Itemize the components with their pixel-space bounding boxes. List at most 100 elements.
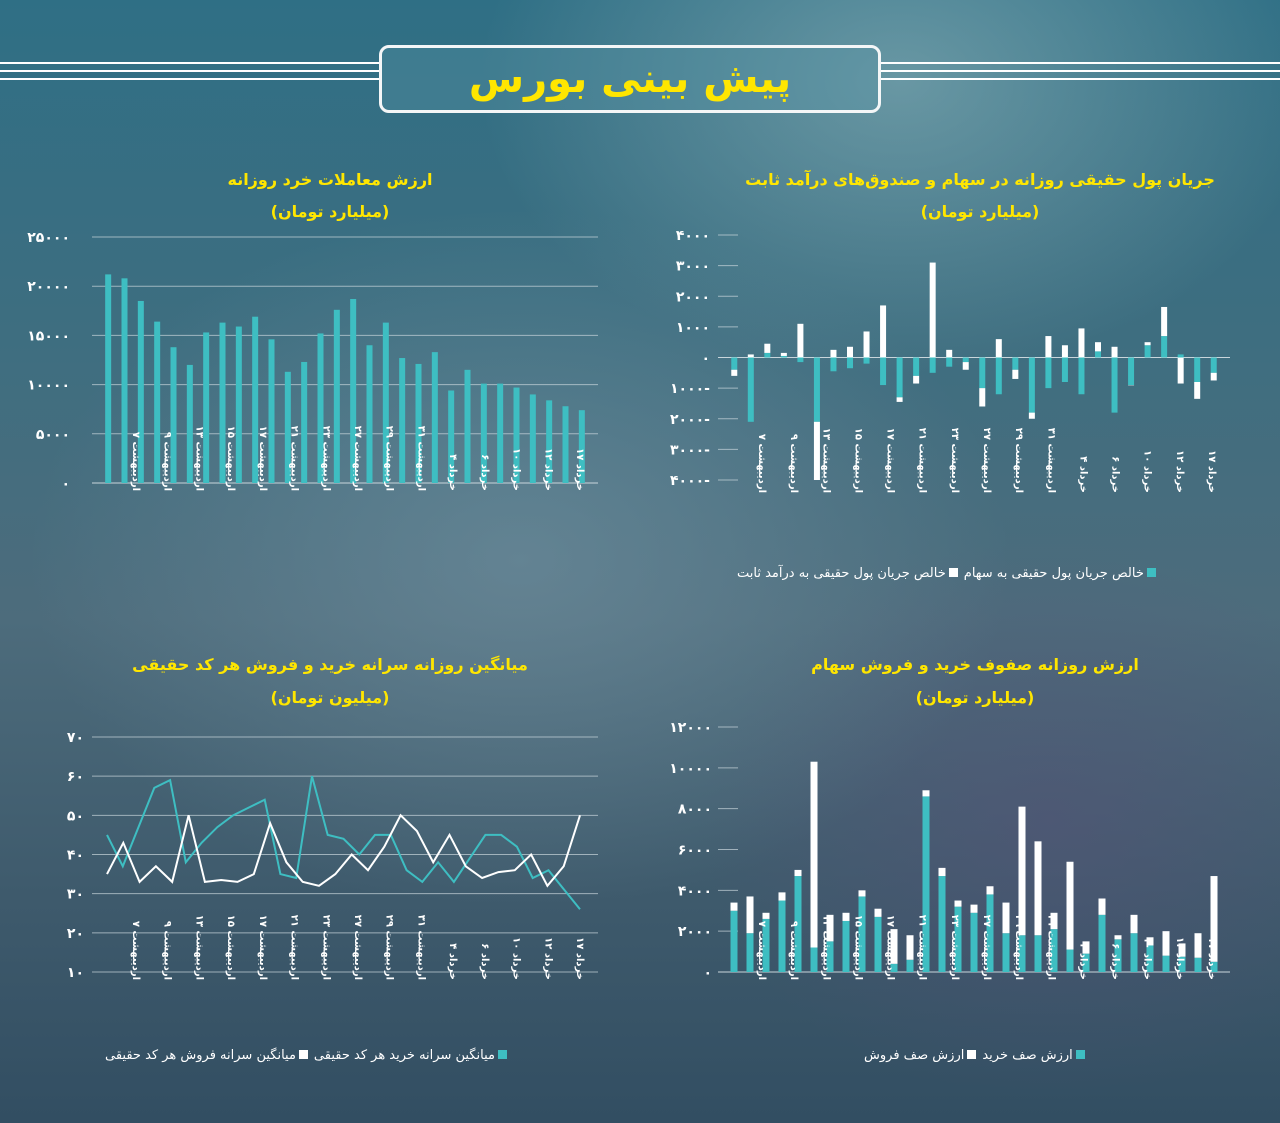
bar-sell-queue	[954, 900, 962, 907]
x-tick-label: اردیبهشت ۲۹	[1013, 428, 1024, 493]
header-stripe	[0, 62, 379, 64]
x-tick-label: اردیبهشت ۱۷	[257, 426, 268, 491]
x-tick-label: اردیبهشت ۹	[162, 921, 173, 980]
legend-queues: ارزش صف خرید ارزش صف فروش	[864, 1048, 1085, 1063]
bar-sell-queue	[874, 908, 882, 917]
bar-retail	[170, 347, 177, 483]
legend-item-sell-queue: ارزش صف فروش	[864, 1048, 977, 1063]
bar-retail	[235, 326, 242, 483]
y-tick-label: ۲۰۰۰-	[670, 412, 710, 428]
bar-sell-queue	[938, 867, 946, 877]
y-tick-label: ۱۰	[67, 965, 84, 981]
bar-buy-queue	[1018, 935, 1026, 972]
bar-buy-queue	[1066, 949, 1074, 972]
bar-buy-queue	[842, 920, 850, 972]
page-title-box: پیش بینی بورس	[379, 45, 881, 113]
bar-sell-queue	[1210, 876, 1218, 962]
bar-retail	[268, 339, 275, 483]
line-buy	[106, 775, 581, 910]
bar-retail	[562, 406, 569, 483]
bar-sell-queue	[762, 912, 770, 919]
bar-sell-queue	[906, 935, 914, 960]
bar-retail	[399, 358, 406, 483]
x-tick-label: اردیبهشت ۲۷	[981, 915, 992, 980]
bar-buy-queue	[970, 912, 978, 972]
header-stripe	[881, 78, 1280, 80]
bar-sell-queue	[730, 902, 738, 911]
x-tick-label: اردیبهشت ۷	[756, 434, 767, 493]
x-tick-label: اردیبهشت ۳۱	[1045, 915, 1056, 980]
x-tick-label: خرداد ۱۷	[1206, 450, 1217, 493]
bar-fixed-income	[929, 262, 936, 358]
x-tick-label: اردیبهشت ۳۱	[1045, 428, 1056, 493]
bar-fixed-income	[913, 375, 920, 384]
y-tick-label: ۱۰۰۰۰	[669, 761, 712, 777]
bar-fixed-income	[1177, 357, 1184, 384]
bar-retail	[480, 383, 487, 483]
chart-title-realmoney: جریان پول حقیقی روزانه در سهام و صندوق‌ه…	[745, 170, 1215, 189]
bar-fixed-income	[1161, 306, 1168, 337]
x-tick-label: اردیبهشت ۳۱	[415, 426, 426, 491]
x-tick-label: اردیبهشت ۱۵	[225, 915, 236, 980]
bar-sell-queue	[826, 914, 834, 942]
x-tick-label: اردیبهشت ۲۱	[917, 915, 928, 980]
bar-retail	[578, 410, 585, 483]
chart-queues: ۱۲۰۰۰ ۱۰۰۰۰ ۸۰۰۰ ۶۰۰۰ ۴۰۰۰ ۲۰۰۰ ۰ اردیبهشت ۷ ارد…	[669, 720, 1230, 981]
y-tick-label: ۷۰	[67, 730, 84, 746]
x-tick-label: اردیبهشت ۱۵	[852, 915, 863, 980]
bar-fixed-income	[1111, 346, 1118, 358]
bar-buy-queue	[1034, 935, 1042, 972]
bar-buy-queue	[890, 963, 898, 972]
bar-sell-queue	[1034, 841, 1042, 936]
bar-stock	[880, 357, 887, 386]
bar-retail	[105, 274, 112, 483]
x-tick-label: خرداد ۱۰	[511, 937, 522, 980]
bar-retail	[203, 332, 210, 483]
x-tick-label: اردیبهشت ۲۳	[320, 915, 331, 980]
bar-stock	[747, 357, 754, 422]
x-tick-label: اردیبهشت ۳۱	[415, 915, 426, 980]
x-tick-label: خرداد ۱۲	[542, 448, 553, 491]
y-tick-label: ۳۰۰۰	[676, 259, 710, 275]
bar-buy-queue	[1194, 957, 1202, 972]
bar-stock	[979, 357, 986, 389]
bar-retail	[431, 352, 438, 483]
bar-retail	[497, 383, 504, 483]
bar-sell-queue	[1018, 806, 1026, 936]
x-tick-label: اردیبهشت ۱۳	[820, 428, 831, 493]
bar-fixed-income	[863, 331, 870, 358]
x-tick-label: اردیبهشت ۱۷	[257, 915, 268, 980]
bar-buy-queue	[986, 894, 994, 972]
legend-realmoney: خالص جریان پول حقیقی به سهام خالص جریان …	[737, 566, 1156, 581]
page-title: پیش بینی بورس	[468, 56, 792, 102]
bar-retail	[121, 278, 128, 483]
bar-fixed-income	[979, 388, 986, 407]
y-tick-label: ۲۰۰۰	[676, 289, 710, 305]
y-tick-label: ۲۵۰۰۰	[27, 230, 70, 246]
bar-sell-queue	[986, 886, 994, 895]
line-sell	[106, 813, 581, 888]
legend-item-stock: خالص جریان پول حقیقی به سهام	[964, 566, 1156, 581]
bar-retail	[284, 371, 291, 483]
bar-fixed-income	[813, 421, 820, 480]
bar-sell-queue	[778, 892, 786, 901]
bar-sell-queue	[858, 890, 866, 897]
bar-buy-queue	[1082, 953, 1090, 972]
y-tick-label: ۱۲۰۰۰	[669, 720, 712, 736]
y-tick-label: ۸۰۰۰	[678, 802, 712, 818]
bar-fixed-income	[764, 343, 771, 353]
x-tick-label: اردیبهشت ۲۳	[949, 428, 960, 493]
bar-stock	[1128, 357, 1135, 386]
bar-stock	[1161, 336, 1168, 358]
bar-buy-queue	[1114, 939, 1122, 972]
header-stripe	[881, 70, 1280, 72]
x-tick-label: خرداد ۱۲	[1174, 937, 1185, 980]
bar-sell-queue	[746, 896, 754, 934]
x-tick-label: خرداد ۴	[1077, 456, 1088, 493]
chart-retail: ۲۵۰۰۰ ۲۰۰۰۰ ۱۵۰۰۰ ۱۰۰۰۰ ۵۰۰۰ ۰ اردیبهشت ۷ اردیب…	[27, 230, 598, 492]
chart-title-percapita: میانگین روزانه سرانه خرید و فروش هر کد ح…	[132, 655, 528, 674]
bar-stock	[929, 357, 936, 373]
chart-subtitle-retail: (میلیارد تومان)	[270, 202, 390, 221]
bar-buy-queue	[1002, 933, 1010, 972]
bar-retail	[154, 321, 161, 483]
